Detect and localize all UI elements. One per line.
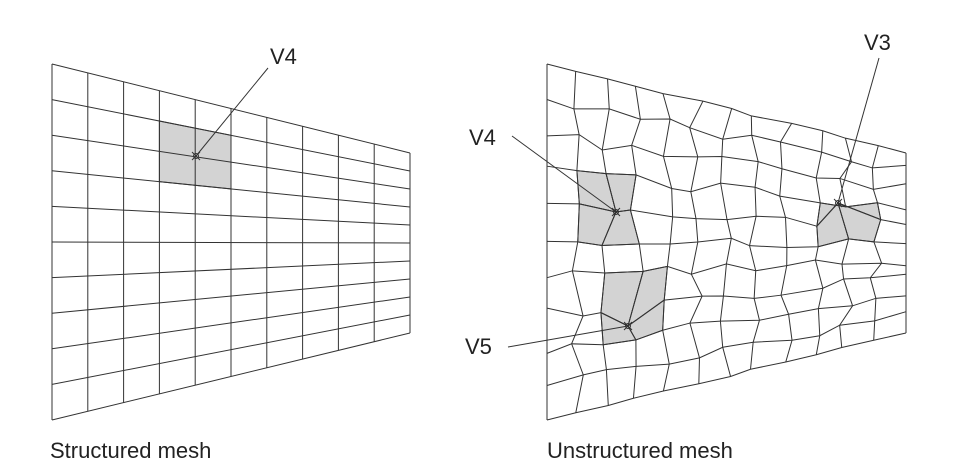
mesh-column-line [814, 130, 824, 355]
vertex-marker-right-v3-dot [835, 200, 841, 206]
vertex-label-right-v5: V5 [465, 334, 492, 359]
mesh-column-line [571, 71, 584, 413]
mesh-column-line [719, 108, 733, 377]
mesh-column-line [662, 93, 674, 392]
unstructured-mesh-caption: Unstructured mesh [547, 438, 733, 463]
leader-line-left-v4 [195, 67, 269, 157]
leader-line-right-v5 [507, 325, 629, 348]
mesh-column-line [689, 100, 704, 384]
mesh-column-line [779, 123, 793, 363]
vertex-label-right-v3: V3 [864, 30, 891, 55]
mesh-row-line [546, 332, 907, 421]
mesh-column-line [837, 138, 854, 348]
structured-mesh-caption: Structured mesh [50, 438, 212, 463]
vertex-label-left-v4: V4 [270, 44, 297, 69]
vertex-marker-left-v4-dot [193, 153, 199, 159]
vertex-marker-right-v4-dot [613, 209, 619, 215]
mesh-row-line [546, 311, 907, 386]
structured-mesh [51, 63, 411, 421]
leader-line-right-v4 [511, 135, 617, 213]
unstructured-mesh [546, 63, 907, 421]
mesh-column-line [600, 78, 617, 406]
mesh-column-line [869, 145, 883, 341]
leader-line-right-v3 [837, 57, 880, 204]
vertex-label-right-v4: V4 [469, 125, 496, 150]
mesh-column-line [627, 86, 644, 399]
vertex-annotations: V4 V4 V3 V5 [195, 30, 891, 359]
mesh-column-line [749, 115, 760, 370]
